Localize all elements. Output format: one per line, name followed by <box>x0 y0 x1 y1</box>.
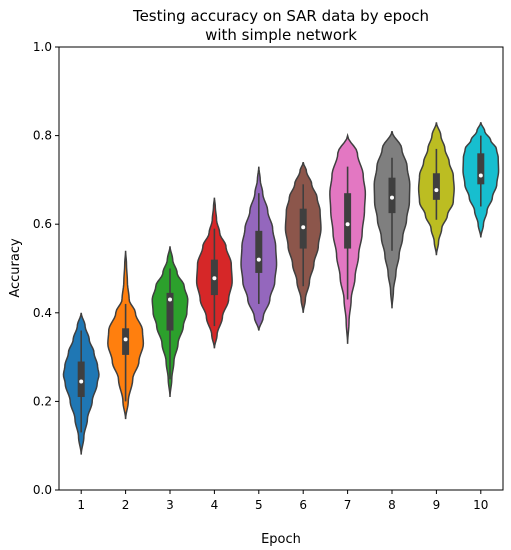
violin-median-dot <box>79 379 84 384</box>
chart-title-line-2: with simple network <box>205 26 357 44</box>
y-tick-label: 0.6 <box>33 217 52 231</box>
violin-iqr-box <box>432 173 440 200</box>
violin-median-dot <box>434 188 439 193</box>
y-tick-label: 1.0 <box>33 40 52 54</box>
violin-median-dot <box>390 195 394 200</box>
x-tick-label: 10 <box>473 498 488 512</box>
y-tick-label: 0.8 <box>33 129 52 143</box>
violin-median-dot <box>345 222 350 227</box>
violins-layer <box>62 122 500 455</box>
x-tick-label: 7 <box>344 498 352 512</box>
violin-iqr-box <box>388 177 396 214</box>
x-axis-label: Epoch <box>261 532 301 547</box>
violin-median-dot <box>256 257 261 262</box>
x-tick-label: 3 <box>166 498 174 512</box>
y-tick-label: 0.4 <box>33 306 52 320</box>
x-tick-label: 2 <box>122 498 130 512</box>
plot-frame <box>58 46 504 491</box>
y-tick-label: 0.2 <box>33 394 52 408</box>
violin-iqr-box <box>255 230 263 273</box>
x-tick-label: 9 <box>433 498 441 512</box>
chart-title-line-1: Testing accuracy on SAR data by epoch <box>132 7 429 25</box>
violin-iqr-box <box>166 292 174 331</box>
violin-iqr-box <box>344 193 352 249</box>
violin-median-dot <box>123 337 128 342</box>
violin-iqr-box <box>77 361 85 397</box>
violin-iqr-box <box>477 153 485 185</box>
violin-iqr-box <box>122 328 130 355</box>
x-tick-label: 6 <box>299 498 307 512</box>
violin-median-dot <box>168 297 172 302</box>
x-ticks: 1 2 3 4 5 6 7 8 9 10 <box>77 490 488 512</box>
x-tick-label: 8 <box>388 498 396 512</box>
violin-median-dot <box>212 276 217 281</box>
x-tick-label: 4 <box>211 498 219 512</box>
y-ticks: 0.0 0.2 0.4 0.6 0.8 1.0 <box>33 40 59 497</box>
y-axis-label: Accuracy <box>8 238 23 298</box>
violin-median-dot <box>478 173 483 178</box>
x-tick-label: 1 <box>77 498 85 512</box>
x-tick-label: 5 <box>255 498 263 512</box>
y-tick-label: 0.0 <box>33 483 52 497</box>
violin-median-dot <box>301 225 306 230</box>
